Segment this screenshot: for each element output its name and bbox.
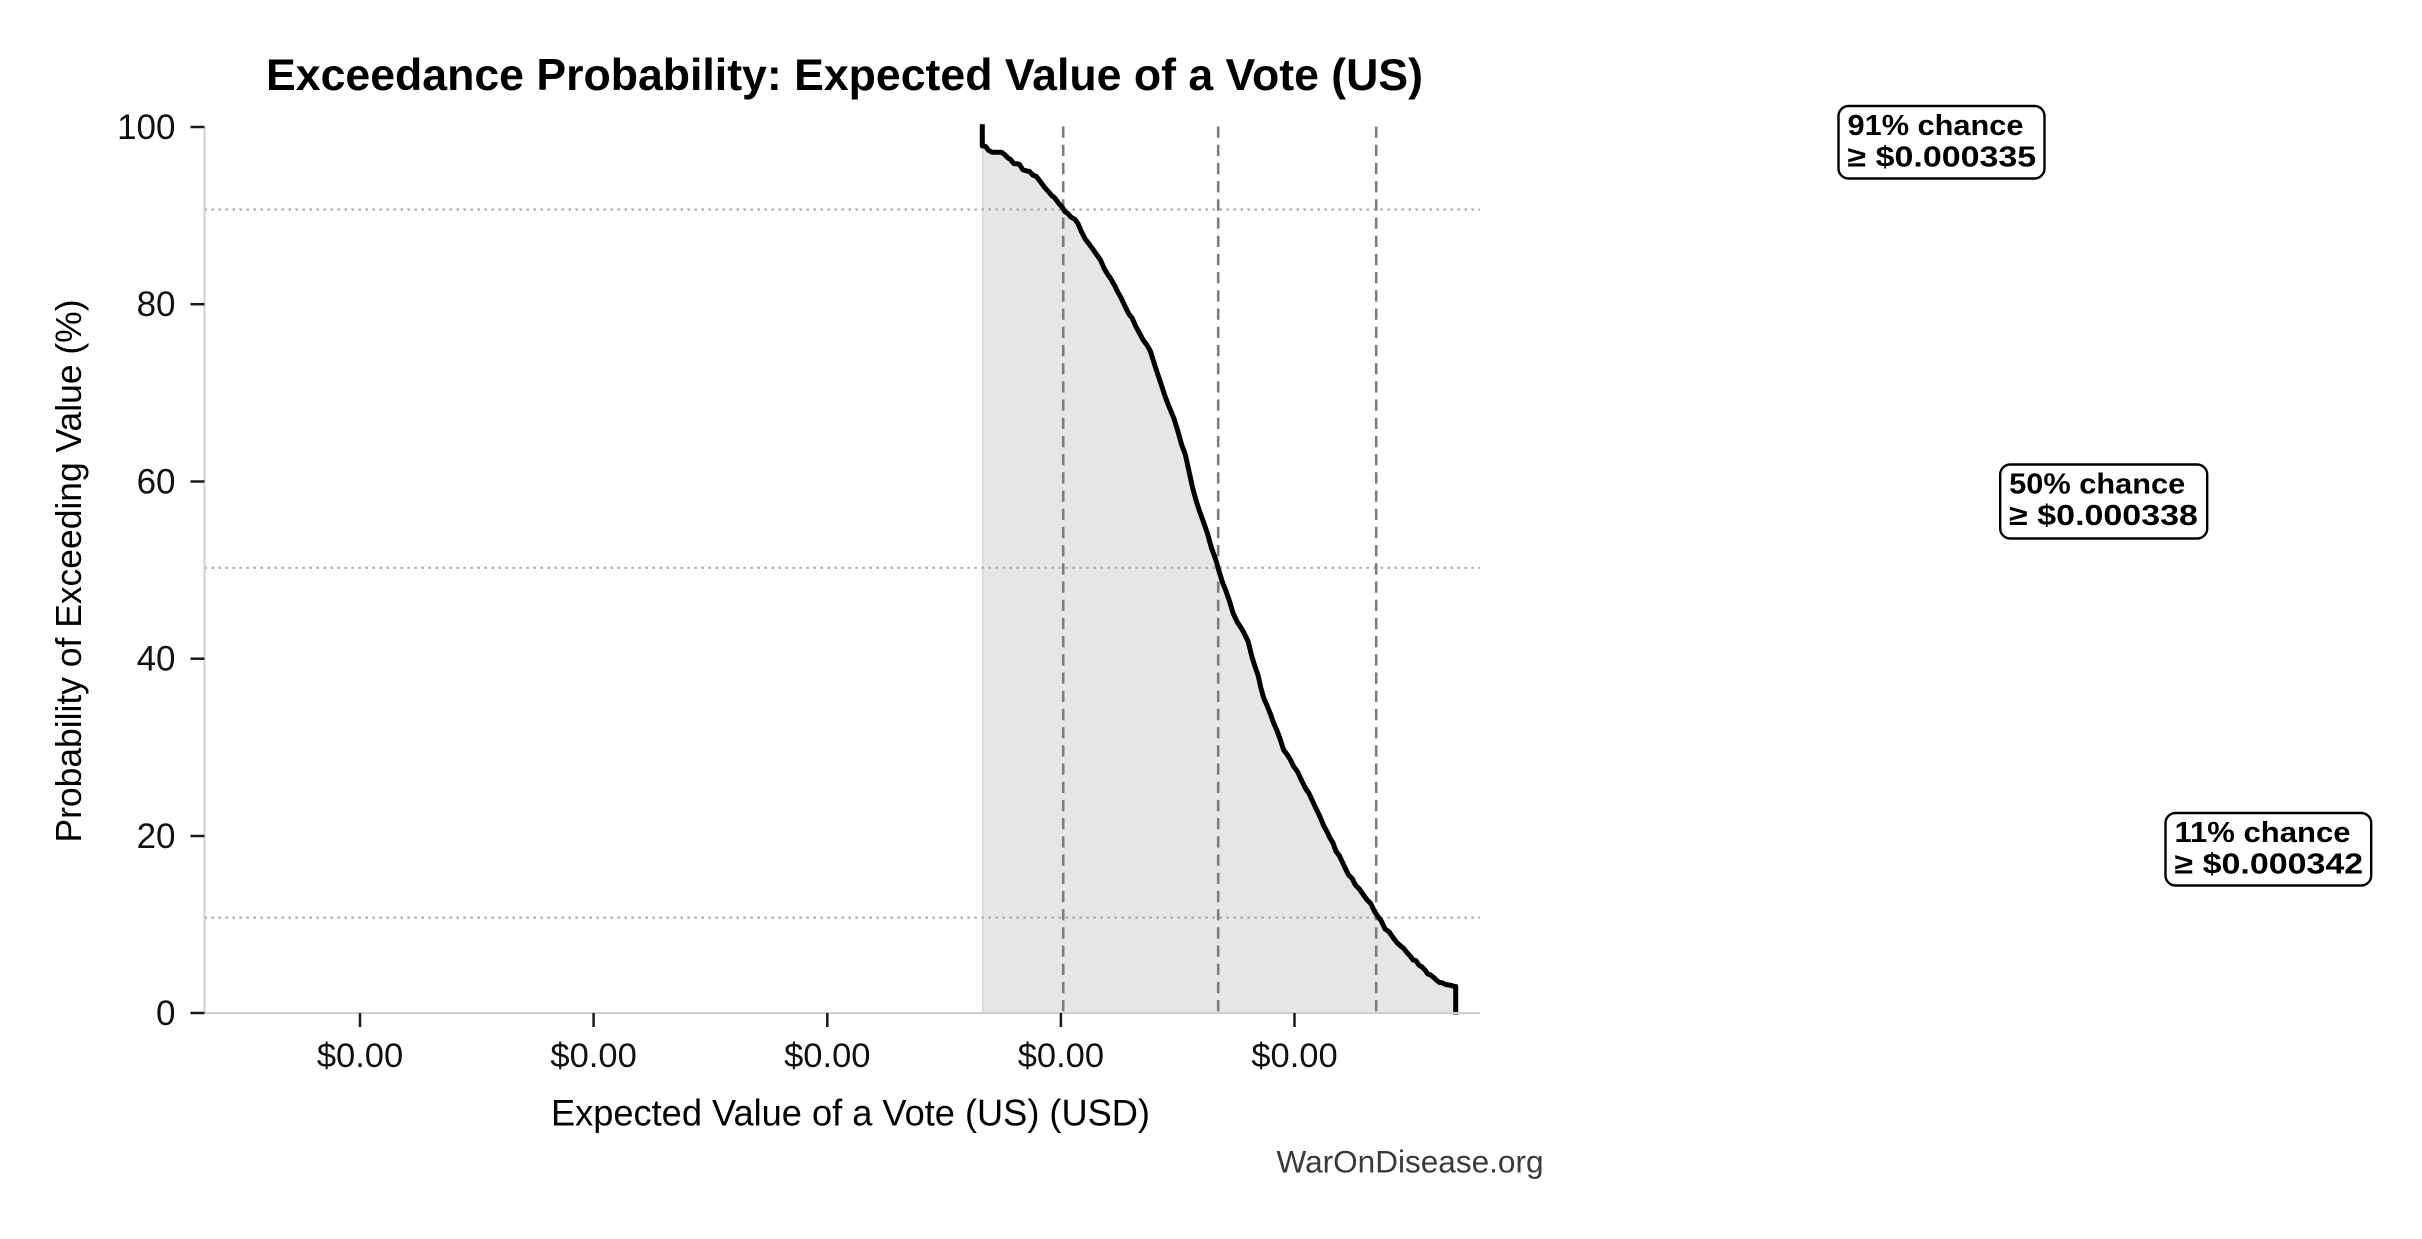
svg-text:Expected Value of a Vote (US): Expected Value of a Vote (US) (USD) [551,1092,1150,1133]
svg-text:60: 60 [137,463,176,502]
svg-text:40: 40 [137,640,176,679]
svg-text:50% chance: 50% chance [2009,469,2185,501]
svg-text:91% chance: 91% chance [1848,110,2024,142]
svg-text:$0.00: $0.00 [1018,1037,1104,1075]
svg-text:0: 0 [156,994,175,1033]
svg-text:11% chance: 11% chance [2175,817,2351,849]
svg-text:$0.00: $0.00 [550,1037,636,1075]
svg-text:≥ $0.000342: ≥ $0.000342 [2175,849,2364,881]
svg-text:80: 80 [137,285,176,324]
svg-text:20: 20 [137,817,176,856]
svg-text:$0.00: $0.00 [784,1037,870,1075]
svg-text:≥ $0.000338: ≥ $0.000338 [2009,500,2198,532]
svg-text:$0.00: $0.00 [317,1037,403,1075]
svg-text:$0.00: $0.00 [1251,1037,1337,1075]
svg-text:Probability of Exceeding Value: Probability of Exceeding Value (%) [49,300,89,843]
svg-text:Exceedance Probability: Expect: Exceedance Probability: Expected Value o… [266,50,1423,100]
svg-text:100: 100 [117,108,175,147]
svg-text:≥ $0.000335: ≥ $0.000335 [1848,142,2037,174]
svg-text:WarOnDisease.org: WarOnDisease.org [1277,1143,1544,1179]
